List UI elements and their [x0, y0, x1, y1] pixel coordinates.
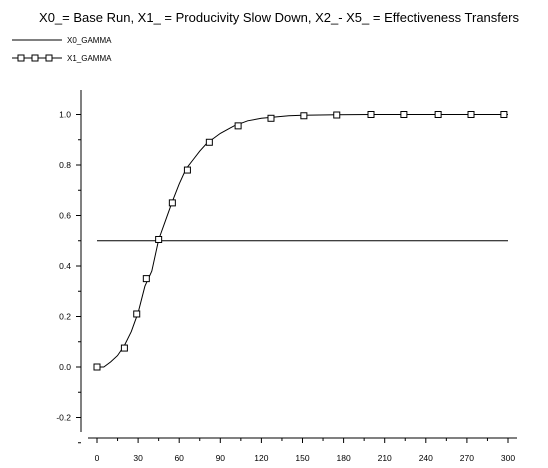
y-tick-label: 1.0 — [59, 110, 71, 120]
data-point — [467, 111, 475, 118]
data-point — [367, 111, 375, 118]
legend-entry-x0: X0_GAMMA — [12, 36, 112, 45]
data-point — [168, 199, 176, 207]
legend-marker-x1 — [31, 54, 39, 62]
x-axis-ticks: 0 30 60 90 120 150 180 210 240 270 300 — [95, 438, 515, 463]
y-tick-label: -0.2 — [56, 413, 71, 423]
x-tick-label: 180 — [337, 453, 351, 463]
x-tick-label: 270 — [460, 453, 474, 463]
x-tick-label: 240 — [419, 453, 433, 463]
data-point — [93, 363, 101, 371]
data-point — [234, 122, 242, 130]
x-tick-label: 30 — [133, 453, 143, 463]
legend-label-x1: X1_GAMMA — [67, 54, 112, 63]
legend-marker-x1 — [45, 54, 53, 62]
data-point — [333, 111, 341, 119]
x-tick-label: 210 — [378, 453, 392, 463]
y-tick-label: 0.0 — [59, 362, 71, 372]
x-tick-label: 90 — [216, 453, 226, 463]
y-tick-label: 0.8 — [59, 160, 71, 170]
chart-title: X0_= Base Run, X1_ = Producivity Slow Do… — [39, 10, 519, 25]
data-point — [434, 111, 442, 118]
x-tick-label: 150 — [295, 453, 309, 463]
data-point — [142, 275, 150, 283]
data-point — [205, 138, 213, 146]
data-point — [155, 235, 163, 243]
x-tick-label: 60 — [174, 453, 184, 463]
legend: X0_GAMMA X1_GAMMA — [12, 36, 112, 63]
data-point — [183, 166, 191, 174]
x-tick-label: 0 — [95, 453, 100, 463]
series-layer — [93, 111, 508, 371]
data-point — [267, 114, 275, 122]
x-tick-label: 300 — [501, 453, 515, 463]
y-axis-ticks: -0.2 0.0 0.2 0.4 0.6 0.8 1.0 — [56, 110, 81, 444]
data-point — [300, 112, 308, 120]
legend-entry-x1: X1_GAMMA — [12, 54, 112, 63]
data-point — [120, 344, 128, 352]
legend-marker-x1 — [17, 54, 25, 62]
y-tick-label: 0.2 — [59, 312, 71, 322]
legend-label-x0: X0_GAMMA — [67, 36, 112, 45]
data-point — [133, 310, 141, 318]
y-tick-label: 0.6 — [59, 211, 71, 221]
y-tick-label: 0.4 — [59, 261, 71, 271]
series-line-1 — [97, 114, 508, 368]
x-tick-label: 120 — [254, 453, 268, 463]
data-point — [400, 111, 408, 118]
data-point — [500, 111, 508, 118]
